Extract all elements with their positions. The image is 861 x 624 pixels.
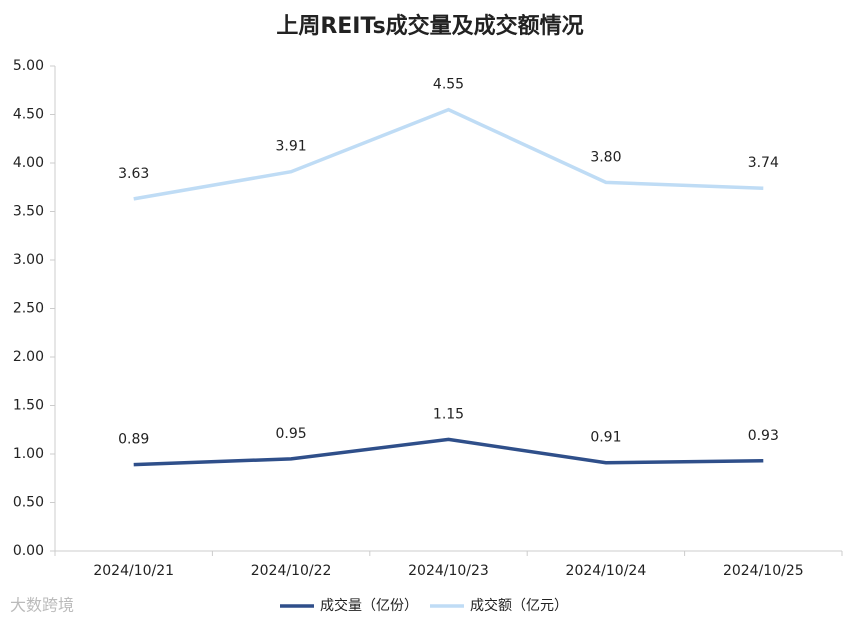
- legend-label: 成交额（亿元）: [470, 597, 568, 614]
- y-tick-label: 3.00: [13, 252, 44, 268]
- data-label: 0.95: [276, 426, 307, 442]
- data-label: 0.93: [748, 428, 779, 444]
- x-tick-label: 2024/10/22: [251, 563, 332, 579]
- data-label: 3.91: [276, 139, 307, 155]
- x-tick-label: 2024/10/23: [408, 563, 489, 579]
- data-label: 1.15: [433, 406, 464, 422]
- watermark: 大数跨境: [10, 596, 74, 615]
- y-tick-label: 4.00: [13, 155, 44, 171]
- y-tick-label: 4.50: [13, 107, 44, 123]
- data-label: 4.55: [433, 77, 464, 93]
- y-tick-label: 1.50: [13, 398, 44, 414]
- y-tick-label: 3.50: [13, 204, 44, 220]
- x-tick-label: 2024/10/25: [723, 563, 804, 579]
- data-label: 3.63: [118, 166, 149, 182]
- series-line: [133, 437, 764, 467]
- x-tick-label: 2024/10/24: [566, 563, 647, 579]
- y-tick-label: 5.00: [13, 58, 44, 74]
- y-tick-label: 2.00: [13, 349, 44, 365]
- y-tick-label: 0.00: [13, 543, 44, 559]
- x-tick-label: 2024/10/21: [93, 563, 174, 579]
- y-tick-label: 1.00: [13, 446, 44, 462]
- y-tick-label: 0.50: [13, 495, 44, 511]
- data-label: 0.91: [590, 430, 621, 446]
- data-label: 0.89: [118, 432, 149, 448]
- data-label: 3.74: [748, 155, 779, 171]
- chart-title: 上周REITs成交量及成交额情况: [276, 13, 583, 39]
- data-label: 3.80: [590, 149, 621, 165]
- legend-label: 成交量（亿份）: [320, 597, 418, 614]
- y-tick-label: 2.50: [13, 301, 44, 317]
- series-line: [133, 107, 764, 201]
